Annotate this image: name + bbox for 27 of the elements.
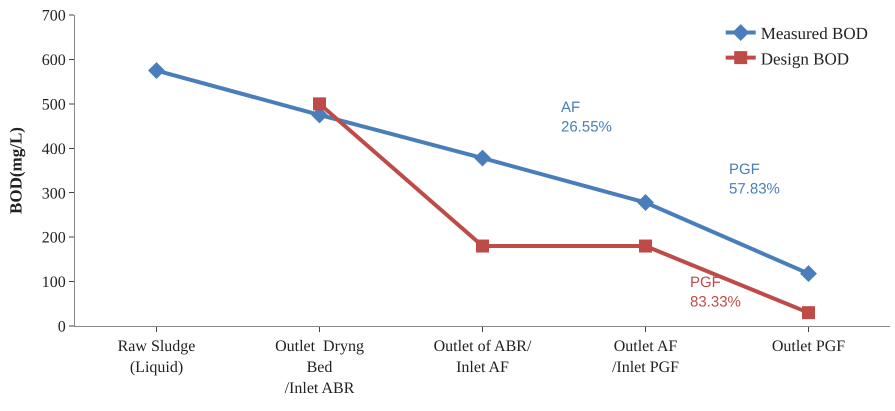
y-axis-title: BOD(mg/L)	[6, 127, 26, 214]
point	[802, 306, 815, 320]
x-tick-label: Raw Sludge (Liquid)	[118, 338, 196, 376]
x-tick-label: Outlet AF /Inlet PGF	[612, 338, 680, 376]
y-tick-label: 600	[42, 52, 66, 70]
x-tick-label: Outlet PGF	[772, 338, 846, 356]
point	[474, 150, 491, 167]
point	[637, 194, 654, 211]
y-tick-label: 300	[42, 185, 66, 202]
y-tick-label: 500	[42, 96, 66, 114]
point	[476, 240, 489, 253]
annotation: AF 26.55%	[561, 99, 612, 136]
point	[148, 62, 165, 79]
y-tick-label: 400	[42, 140, 66, 158]
annotation: PGF 83.33%	[690, 274, 741, 310]
annotation: PGF 57.83%	[729, 161, 780, 198]
y-tick-label: 700	[42, 8, 66, 25]
legend-label: Design BOD	[760, 49, 850, 68]
y-tick-label: 100	[42, 274, 66, 292]
legend-label: Measured BOD	[760, 24, 868, 44]
y-tick-label: 200	[42, 230, 66, 247]
x-tick-label: Outlet Dryng Bed /Inlet ABR	[275, 338, 364, 397]
y-tick-label: 0	[58, 318, 66, 336]
x-tick-label: Outlet of ABR/ Inlet AF	[434, 338, 532, 376]
point	[639, 240, 652, 253]
point	[313, 97, 326, 110]
point	[800, 265, 817, 282]
